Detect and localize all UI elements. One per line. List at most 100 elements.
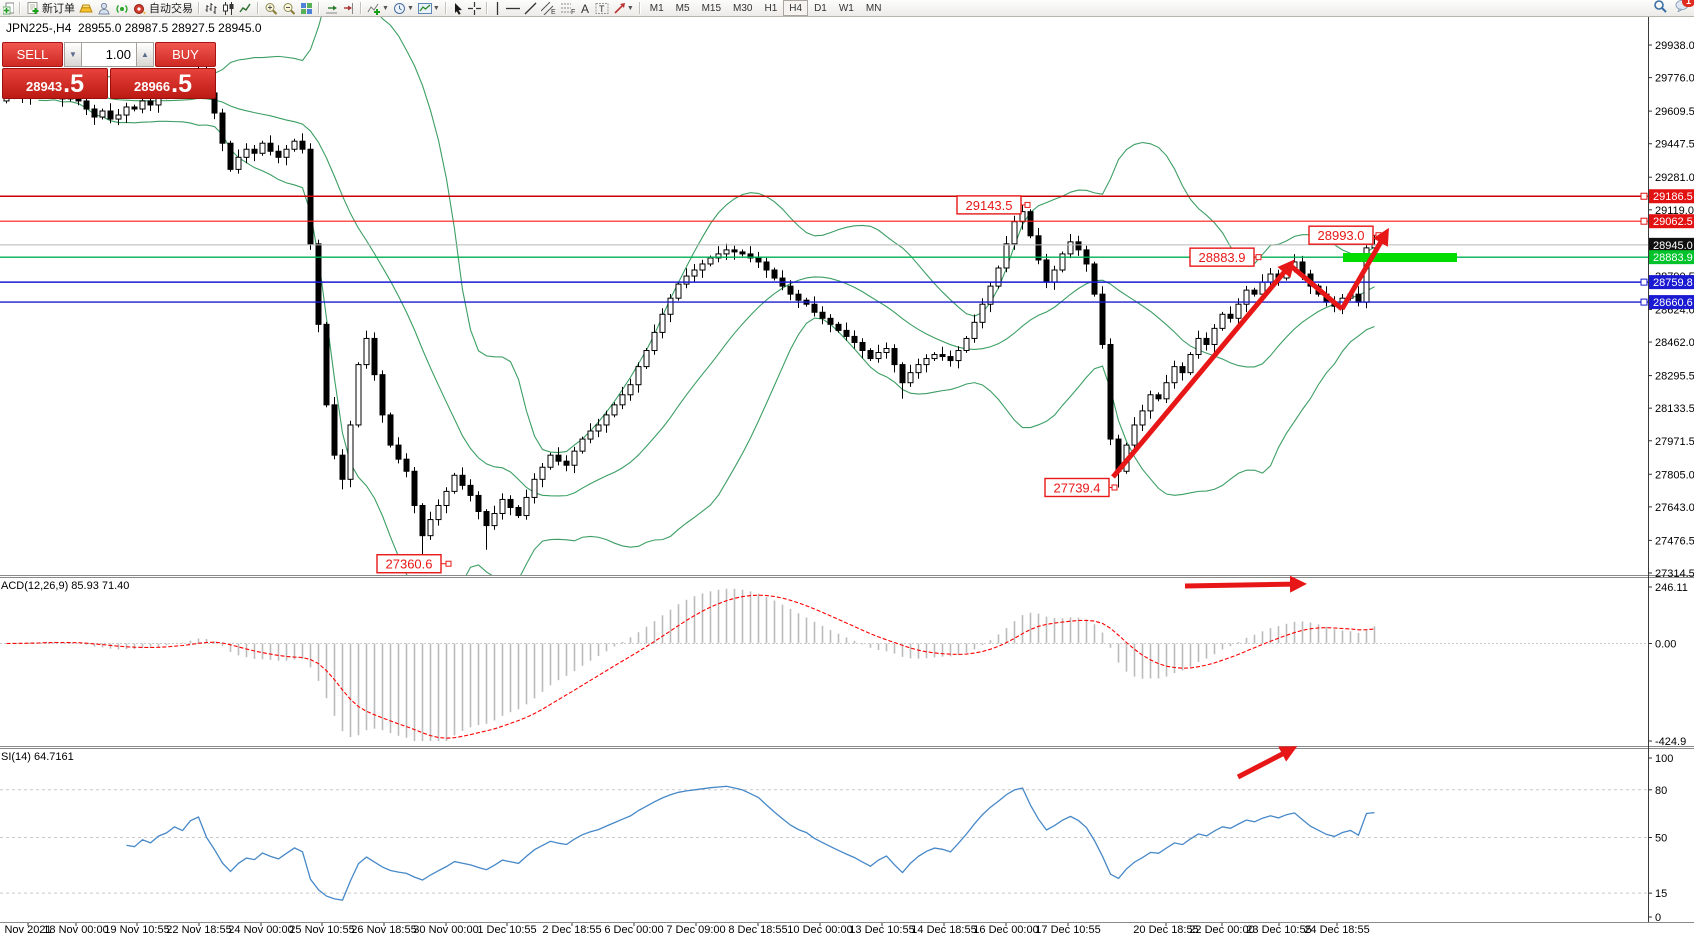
zoom-in-icon[interactable] (262, 1, 280, 16)
candle (1003, 243, 1010, 269)
time-tick-label: 14 Dec 18:55 (911, 924, 976, 936)
periods-dropdown-caret[interactable]: ▼ (406, 4, 414, 12)
time-tick-label: 17 Dec 10:55 (1035, 924, 1100, 936)
toolbar-separator (360, 2, 362, 14)
tile-windows-icon[interactable] (298, 1, 315, 16)
volume-decrease-button[interactable]: ▼ (64, 42, 82, 67)
candle (755, 257, 762, 263)
equidistant-channel-tool-icon[interactable]: E (539, 1, 558, 16)
line-handle[interactable] (1640, 217, 1648, 225)
time-tick-label: 25 Nov 10:55 (289, 924, 354, 936)
bollinger-bands (38, 17, 1375, 575)
notifications-icon[interactable]: 1 (1675, 0, 1694, 17)
candle (619, 394, 626, 406)
candlestick-mode-icon[interactable] (220, 1, 237, 16)
macd-signal-line (6, 594, 1375, 739)
trend-arrow[interactable] (1184, 575, 1307, 593)
candlestick-series (3, 60, 1378, 564)
price-axis[interactable]: 29938.0 29776.0 29609.5 29447.5 29281.0 29119… (1640, 40, 1694, 580)
pane-frames (0, 17, 1694, 923)
trend-arrow[interactable] (1339, 227, 1389, 311)
sell-button[interactable]: SELL (2, 42, 63, 67)
macd-indicator-label: ACD(12,26,9) 85.93 71.40 (1, 580, 130, 592)
indicators-button[interactable]: ▼ (365, 1, 391, 16)
autotrading-button[interactable]: 自动交易 (131, 1, 195, 16)
trend-arrow[interactable] (1236, 746, 1298, 780)
text-label-tool-icon[interactable]: T (593, 1, 611, 16)
profile-icon[interactable] (95, 1, 113, 16)
candle (371, 337, 378, 376)
search-icon[interactable] (1653, 0, 1667, 18)
vertical-line-tool-icon[interactable] (491, 1, 504, 16)
candle (699, 263, 706, 271)
zoom-out-icon[interactable] (280, 1, 298, 16)
indicators-dropdown-caret[interactable]: ▼ (382, 4, 389, 12)
candle (1139, 410, 1146, 426)
candle (763, 261, 770, 271)
candle (1211, 327, 1218, 345)
templates-dropdown-caret[interactable]: ▼ (432, 4, 440, 12)
price-callout-box[interactable] (376, 554, 442, 574)
candle (491, 513, 498, 527)
price-callout-box[interactable] (1308, 225, 1374, 245)
chart-shift-icon[interactable] (340, 1, 357, 16)
price-tick-label: 29447.5 (1655, 139, 1694, 151)
candle (987, 285, 994, 305)
trendline-tool-icon[interactable] (522, 1, 539, 16)
gold-icon[interactable] (77, 1, 95, 16)
volume-increase-button[interactable]: ▲ (136, 42, 154, 67)
time-tick-label: Nov 2021 (4, 924, 51, 936)
line-chart-mode-icon[interactable] (237, 1, 254, 16)
bar-chart-mode-icon[interactable] (203, 1, 220, 16)
price-callout-box[interactable] (956, 195, 1022, 215)
line-handle[interactable] (1640, 278, 1648, 286)
timeframe-button-MN[interactable]: MN (865, 2, 882, 14)
candle (347, 424, 354, 480)
periods-clock-button[interactable]: ▼ (391, 1, 416, 16)
timeframe-button-W1[interactable]: W1 (838, 2, 854, 14)
time-tick-label: 26 Nov 18:55 (351, 924, 416, 936)
signals-icon[interactable] (113, 1, 131, 16)
timeframe-button-D1[interactable]: D1 (814, 2, 827, 14)
auto-scroll-icon[interactable] (323, 1, 340, 16)
chart-title-ohlc: JPN225-,H4 28955.0 28987.5 28927.5 28945… (6, 21, 262, 35)
candle (363, 337, 370, 366)
new-chart-icon[interactable] (1, 1, 16, 16)
candle (107, 110, 114, 120)
templates-button[interactable]: ▼ (416, 1, 442, 16)
arrows-dropdown-caret[interactable]: ▼ (626, 4, 634, 12)
timeframe-button-M1[interactable]: M1 (649, 2, 664, 14)
timeframe-button-M5[interactable]: M5 (675, 2, 690, 14)
horizontal-line-tool-icon[interactable] (504, 1, 522, 16)
rsi-pane: 100 80 50 15 0 (0, 753, 1673, 924)
price-callout-box[interactable] (1044, 477, 1110, 498)
trend-arrow[interactable] (1289, 264, 1344, 311)
text-tool-icon[interactable]: A (577, 1, 593, 16)
buy-button[interactable]: BUY (155, 42, 216, 67)
timeframe-button-H4[interactable]: H4 (783, 0, 809, 16)
timeframe-button-M30[interactable]: M30 (733, 2, 753, 14)
cursor-tool-icon[interactable] (450, 1, 466, 16)
fibonacci-tool-icon[interactable]: F (558, 1, 577, 16)
price-callout-box[interactable] (1189, 247, 1255, 267)
candle (451, 474, 458, 492)
candle (147, 100, 154, 106)
green-highlight-bar[interactable] (1343, 253, 1457, 262)
ask-price[interactable]: 28966 .5 (110, 68, 216, 99)
line-handle[interactable] (1640, 192, 1648, 200)
line-handle[interactable] (1640, 298, 1648, 306)
candle (1203, 337, 1210, 345)
price-callout-text: 28993.0 (1318, 228, 1365, 243)
trend-arrow[interactable] (1111, 259, 1295, 479)
timeframe-button-H1[interactable]: H1 (764, 2, 778, 14)
new-order-button[interactable]: 新订单 (24, 1, 77, 16)
volume-input[interactable]: 1.00 (82, 42, 136, 67)
price-tick-label: 28133.5 (1655, 403, 1694, 415)
bid-price[interactable]: 28943 .5 (2, 68, 108, 99)
timeframe-button-M15[interactable]: M15 (701, 2, 722, 14)
crosshair-tool-icon[interactable] (466, 1, 483, 16)
candle (435, 504, 442, 521)
arrows-tool-button[interactable]: ▼ (611, 1, 636, 16)
